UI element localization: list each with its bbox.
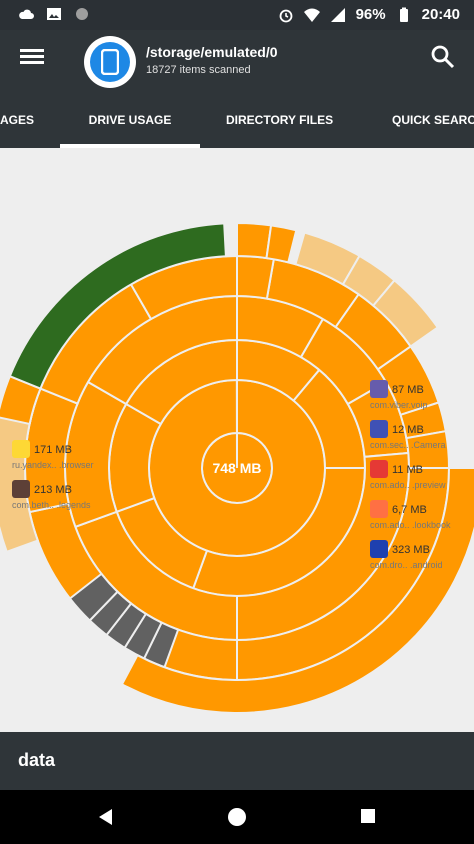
tab-directory-files[interactable]: DIRECTORY FILES (226, 113, 334, 127)
status-bar: 96% 20:40 (0, 0, 474, 30)
chart-outer-segment[interactable] (120, 467, 474, 714)
app-package-name: com.ado.. .lookbook (370, 520, 451, 530)
app-size: 323 MB (392, 544, 430, 556)
legends-icon (12, 480, 30, 498)
battery-percent: 96% (355, 6, 386, 23)
chart-outer-segment[interactable] (265, 224, 298, 264)
chart-gray-segment[interactable] (68, 572, 119, 622)
alarm-icon (279, 9, 292, 22)
app-size: 12 MB (392, 424, 424, 436)
chart-outer-green[interactable] (8, 222, 227, 390)
app-package-name: com.beth.. .legends (12, 500, 91, 510)
menu-icon[interactable] (20, 46, 44, 70)
tab-quick-search[interactable]: QUICK SEARC (392, 113, 474, 127)
app-bar: /storage/emulated/0 18727 items scanned (0, 30, 474, 100)
app-label-item[interactable]: 11 MB com.ado.. .preview (370, 460, 446, 490)
viber-icon (370, 380, 388, 398)
bottom-bar: data (0, 732, 474, 790)
app-label-item[interactable]: 12 MB com.sec.. .Camera (370, 420, 446, 450)
app-size: 87 MB (392, 384, 424, 396)
app-label-item[interactable]: 213 MB com.beth.. .legends (12, 480, 91, 510)
clock: 20:40 (421, 6, 460, 23)
adobe-icon (370, 460, 388, 478)
items-scanned: 18727 items scanned (146, 64, 251, 76)
search-icon[interactable] (430, 44, 456, 70)
dropbox-icon (370, 540, 388, 558)
tab-images[interactable]: AGES (0, 113, 35, 127)
cloud-icon (19, 9, 34, 19)
app-package-name: com.sec.. .Camera (370, 440, 446, 450)
app-package-name: com.viber.voip (370, 400, 428, 410)
battery-icon (399, 7, 408, 22)
wifi-icon (303, 8, 320, 22)
tab-bar: AGES DRIVE USAGE DIRECTORY FILES QUICK S… (0, 100, 474, 148)
drive-usage-chart: 748 MB 87 MB com.viber.voip 12 MB com.sec.. … (0, 148, 474, 732)
circle-icon (76, 8, 88, 20)
app-label-item[interactable]: 323 MB com.dro.. .android (370, 540, 443, 570)
app-label-item[interactable]: 171 MB ru.yandex.. .browser (12, 440, 94, 470)
gallery-icon (47, 8, 61, 20)
signal-icon (330, 7, 345, 22)
selected-folder-label: data (18, 750, 56, 770)
app-package-name: com.ado.. .preview (370, 480, 446, 490)
app-label-item[interactable]: 6,7 MB com.ado.. .lookbook (370, 500, 451, 530)
yandex-icon (12, 440, 30, 458)
chart-outer-segment[interactable] (371, 278, 440, 348)
storage-path: /storage/emulated/0 (146, 44, 278, 60)
lookbook-icon (370, 500, 388, 518)
chart-ring-4-segment[interactable] (236, 254, 275, 300)
phone-icon (101, 49, 119, 75)
app-label-item[interactable]: 87 MB com.viber.voip (370, 380, 428, 410)
app-size: 11 MB (392, 464, 423, 476)
app-package-name: ru.yandex.. .browser (12, 460, 94, 470)
storage-avatar[interactable] (84, 36, 136, 88)
tab-drive-usage[interactable]: DRIVE USAGE (60, 100, 200, 148)
center-size-label: 748 MB (212, 460, 261, 476)
home-icon[interactable] (226, 806, 248, 828)
camera-app-icon (370, 420, 388, 438)
back-icon[interactable] (97, 808, 115, 826)
chart-outer-segment[interactable] (236, 221, 273, 260)
recents-icon[interactable] (360, 808, 376, 824)
sunburst-chart: 748 MB 87 MB com.viber.voip 12 MB com.sec.. … (0, 221, 474, 714)
app-size: 6,7 MB (392, 504, 427, 516)
app-size: 213 MB (34, 484, 72, 496)
app-size: 171 MB (34, 444, 72, 456)
navigation-bar (0, 790, 474, 844)
app-package-name: com.dro.. .android (370, 560, 443, 570)
